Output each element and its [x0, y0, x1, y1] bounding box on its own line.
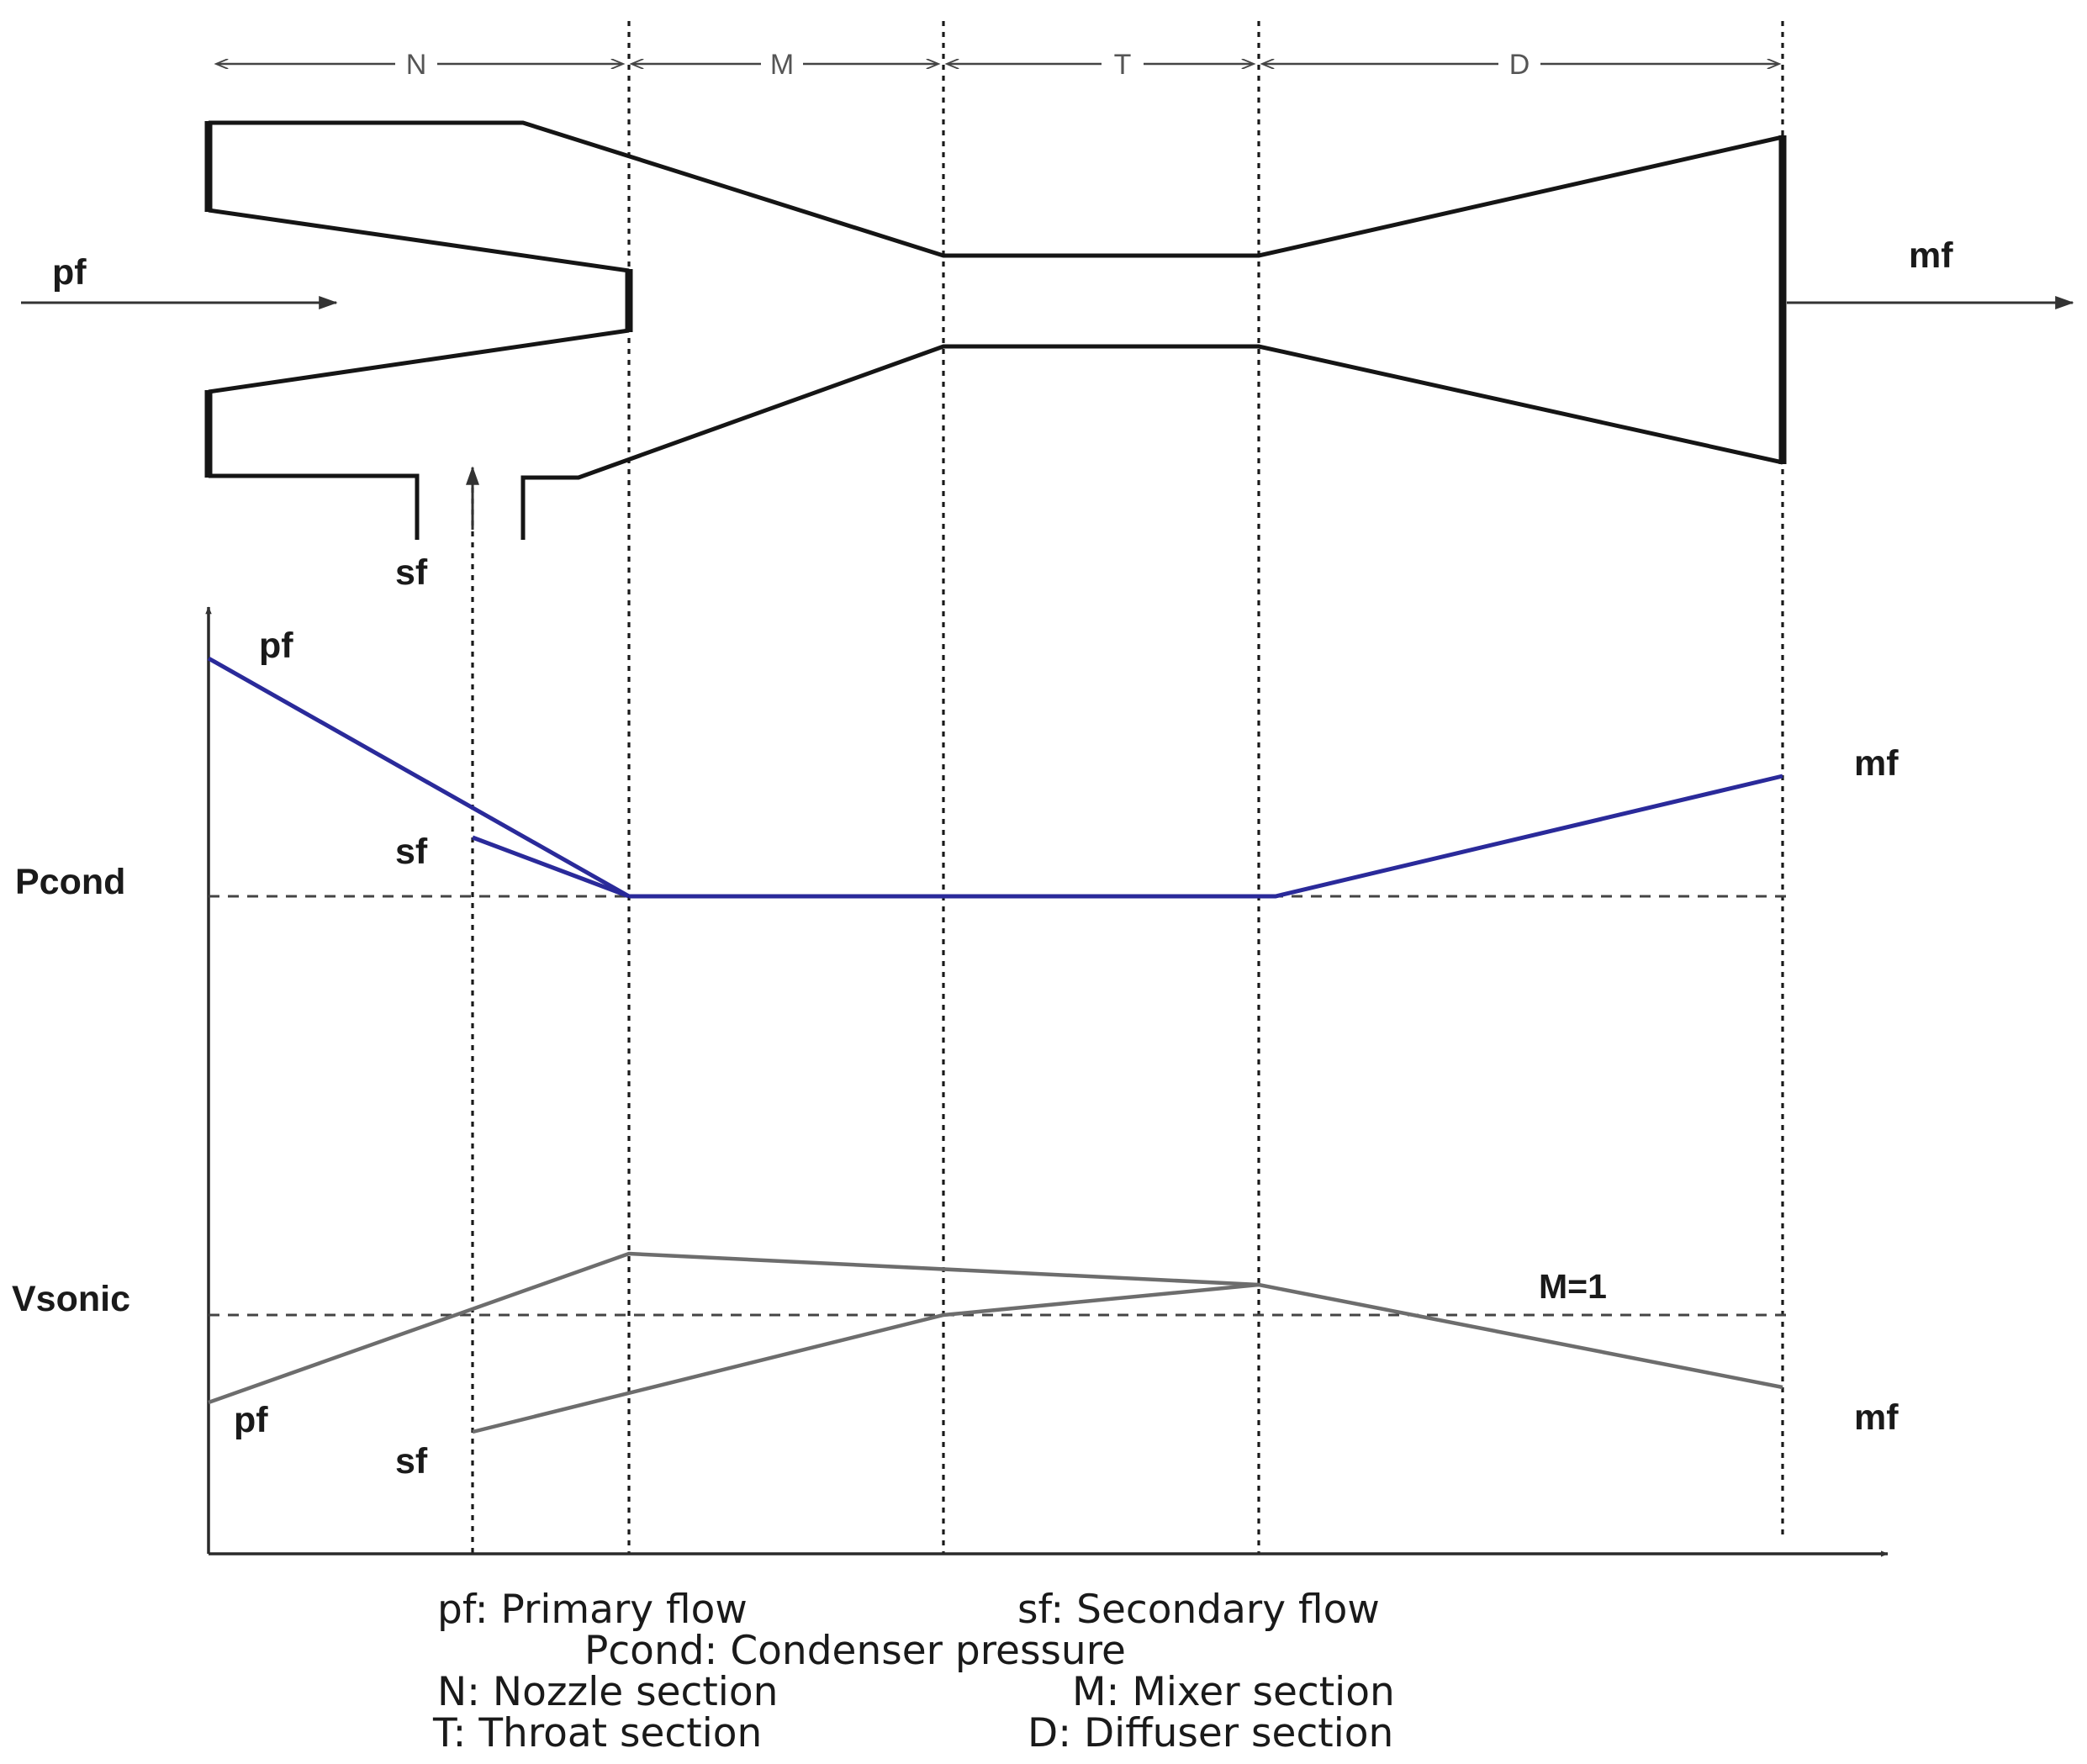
flow-arrows: pf sf mf [21, 235, 2074, 593]
pressure-label-secondary: sf [395, 832, 428, 872]
velocity-label-secondary: sf [395, 1441, 428, 1481]
legend-mixer-section: M: Mixer section [1072, 1669, 1395, 1715]
legend-diffuser-section: D: Diffuser section [1028, 1710, 1393, 1756]
plot-axes [205, 606, 1889, 1557]
pressure-curves: pf sf mf [207, 626, 1899, 899]
legend-nozzle-section: N: Nozzle section [437, 1669, 778, 1715]
velocity-curve-secondary [472, 1282, 1260, 1434]
outer-wall-upper [209, 120, 1783, 258]
outer-wall-lower [209, 473, 420, 540]
mach-label: M=1 [1539, 1267, 1607, 1306]
section-dimensions: N M T D [217, 47, 1778, 81]
nozzle-wall-lower [208, 328, 630, 394]
velocity-curve-primary [208, 1251, 1783, 1405]
pressure-curve-mixed [629, 774, 1783, 899]
velocity-curves: pf sf mf [208, 1251, 1899, 1481]
pressure-label-mixed: mf [1854, 743, 1899, 784]
ejector-body [204, 120, 1787, 540]
primary-flow-label: pf [52, 252, 87, 293]
velocity-label-mixed: mf [1854, 1397, 1899, 1438]
section-label-mixer: M [770, 49, 794, 81]
velocity-label-primary: pf [234, 1400, 268, 1440]
pressure-label-primary: pf [259, 626, 293, 666]
legend-throat-section: T: Throat section [432, 1710, 762, 1756]
section-label-nozzle: N [406, 49, 427, 81]
outer-wall-lower-right [520, 344, 1783, 540]
section-label-diffuser: D [1509, 49, 1530, 81]
secondary-flow-label: sf [395, 552, 428, 593]
pressure-curve-secondary [472, 835, 630, 899]
mixed-flow-label: mf [1909, 235, 1953, 276]
pcond-label: Pcond [15, 862, 125, 902]
reference-levels: Pcond Vsonic M=1 [12, 862, 1787, 1319]
legend-condenser-pressure: Pcond: Condenser pressure [584, 1628, 1126, 1674]
pressure-curve-primary [207, 656, 631, 899]
nozzle-wall-upper [208, 208, 630, 273]
legend: pf: Primary flow sf: Secondary flow Pcon… [432, 1587, 1395, 1756]
vsonic-label: Vsonic [12, 1279, 130, 1319]
section-label-throat: T [1114, 49, 1132, 81]
section-boundaries [471, 21, 1784, 1554]
legend-secondary-flow: sf: Secondary flow [1017, 1587, 1380, 1633]
legend-primary-flow: pf: Primary flow [437, 1587, 748, 1633]
